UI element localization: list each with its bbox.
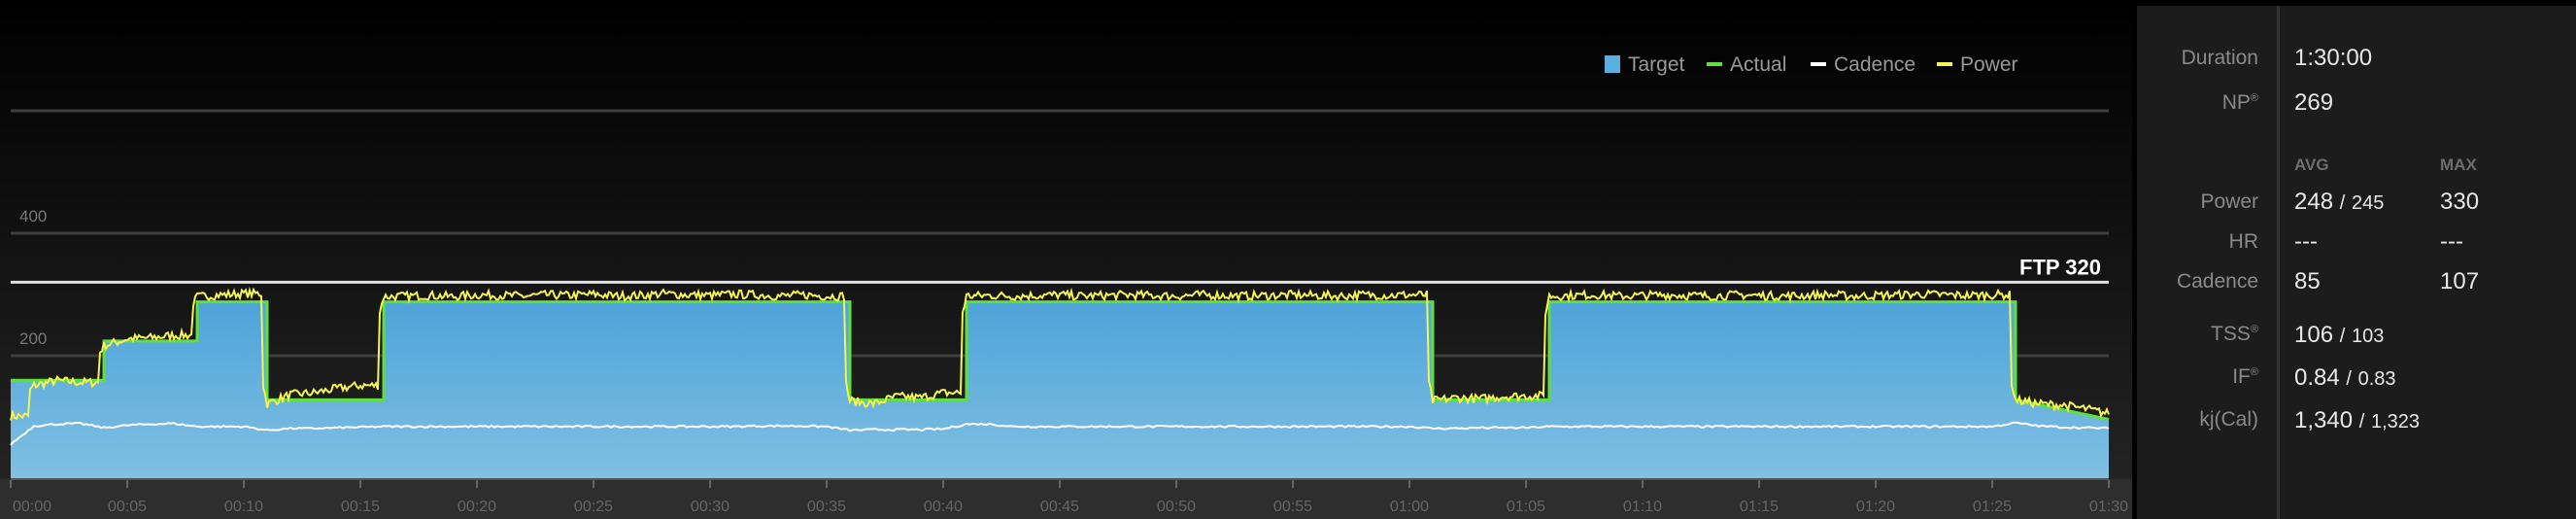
hr-avg: --- [2294,228,2318,255]
if-actual: 0.84 [2294,364,2340,391]
hr-label: HR [2228,230,2258,253]
np-mark: ® [2250,92,2258,104]
legend-label-power: Power [1960,53,2018,76]
power-target-value: 245 [2351,192,2385,214]
stats-divider [2277,6,2280,519]
cadence-label: Cadence [2176,270,2258,293]
np-label-text: NP [2221,91,2251,114]
tss-value: 106 / 103 [2294,322,2384,349]
np-value: 269 [2294,89,2334,116]
x-tick-label: 00:55 [1273,499,1312,515]
if-label: IF® [2232,365,2258,389]
avg-header: AVG [2294,156,2329,174]
legend-swatch-target [1605,55,1620,73]
tss-mark: ® [2250,324,2258,335]
legend-swatch-cadence [1811,62,1826,66]
max-header: MAX [2440,156,2477,174]
duration-label: Duration [2181,47,2258,69]
x-tick-label: 00:45 [1040,499,1079,515]
hr-max: --- [2440,228,2463,255]
separator: / [2339,192,2346,214]
kj-target: 1,323 [2370,411,2421,432]
x-tick-label: 01:30 [2089,499,2128,515]
y-tick-label: 400 [19,207,47,225]
np-label: NP® [2222,91,2258,115]
cadence-avg: 85 [2294,268,2321,294]
tss-label-text: TSS [2211,323,2251,345]
if-mark: ® [2250,366,2258,378]
legend-label-actual: Actual [1730,53,1786,76]
stats-panel: Duration 1:30:00 NP® 269 AVG MAX Power 2… [2137,6,2576,519]
legend-swatch-power [1937,62,1952,66]
target-area [11,301,2109,478]
kj-label: kj(Cal) [2199,408,2258,431]
x-tick-label: 00:30 [691,499,729,515]
duration-value: 1:30:00 [2294,45,2373,71]
y-tick-label: 200 [19,329,47,348]
tss-target: 103 [2351,326,2385,347]
legend-label-cadence: Cadence [1834,53,1915,76]
power-line [10,286,2110,421]
cadence-line [10,421,2110,446]
x-tick-label: 00:00 [13,499,51,515]
x-tick-label: 00:10 [224,499,263,515]
legend-label-target: Target [1628,53,1685,76]
power-avg: 248 / 245 [2294,189,2384,216]
ftp-label: FTP 320 [2019,255,2101,279]
separator: / [2358,411,2365,432]
if-target: 0.83 [2357,368,2396,390]
if-value: 0.84 / 0.83 [2294,364,2396,392]
x-tick-label: 00:25 [574,499,613,515]
x-tick-label: 00:40 [924,499,963,515]
x-tick-label: 00:05 [108,499,147,515]
x-tick-label: 01:20 [1856,499,1895,515]
x-tick-label: 00:20 [458,499,496,515]
x-tick-label: 01:25 [1973,499,2012,515]
x-tick-label: 00:15 [341,499,380,515]
separator: / [2339,326,2346,347]
if-label-text: IF [2232,365,2251,388]
kj-value: 1,340 / 1,323 [2294,407,2420,434]
power-label: Power [2200,190,2258,213]
x-tick-label: 01:05 [1507,499,1545,515]
separator: / [2346,368,2352,390]
tss-actual: 106 [2294,322,2334,348]
x-tick-label: 01:15 [1740,499,1779,515]
x-axis-band [0,479,2132,519]
power-avg-value: 248 [2294,189,2334,215]
legend-swatch-actual [1707,62,1722,66]
x-tick-label: 00:35 [807,499,846,515]
power-max: 330 [2440,189,2480,215]
x-tick-label: 01:00 [1390,499,1429,515]
kj-actual: 1,340 [2294,407,2354,433]
actual-line [11,300,2110,421]
x-tick-label: 00:50 [1157,499,1196,515]
tss-label: TSS® [2211,323,2258,346]
cadence-max: 107 [2440,268,2480,294]
x-tick-label: 01:10 [1623,499,1662,515]
